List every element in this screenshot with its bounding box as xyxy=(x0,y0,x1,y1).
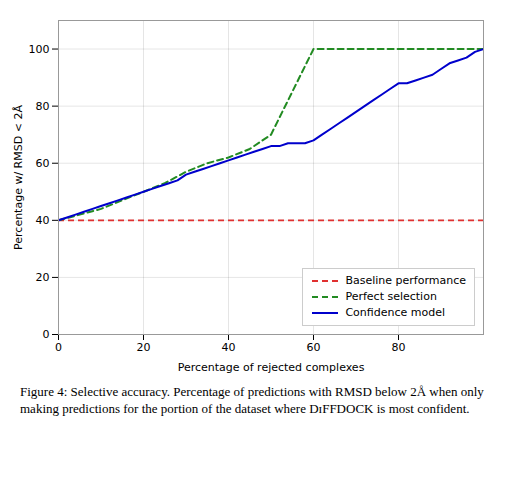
svg-text:20: 20 xyxy=(36,271,50,284)
svg-text:100: 100 xyxy=(29,43,50,56)
html-text:Confidence model: Confidence model xyxy=(345,306,445,319)
svg-text:20: 20 xyxy=(137,341,151,354)
svg-text:60: 60 xyxy=(36,157,50,170)
svg-text:80: 80 xyxy=(392,341,406,354)
svg-text:40: 40 xyxy=(222,341,236,354)
html-text:Figure 4: Selective accuracy.: Figure 4: Selective accuracy. Percentage… xyxy=(20,384,484,416)
html-text:Perfect selection: Perfect selection xyxy=(345,290,437,303)
svg-text:0: 0 xyxy=(43,328,50,341)
svg-text:0: 0 xyxy=(55,341,62,354)
svg-text:Percentage w/ RMSD < 2Å: Percentage w/ RMSD < 2Å xyxy=(12,105,25,250)
svg-text:60: 60 xyxy=(307,341,321,354)
svg-text:40: 40 xyxy=(36,214,50,227)
html-text:Baseline performance: Baseline performance xyxy=(345,274,466,287)
svg-text:80: 80 xyxy=(36,100,50,113)
svg-text:Percentage of rejected complex: Percentage of rejected complexes xyxy=(178,361,365,374)
